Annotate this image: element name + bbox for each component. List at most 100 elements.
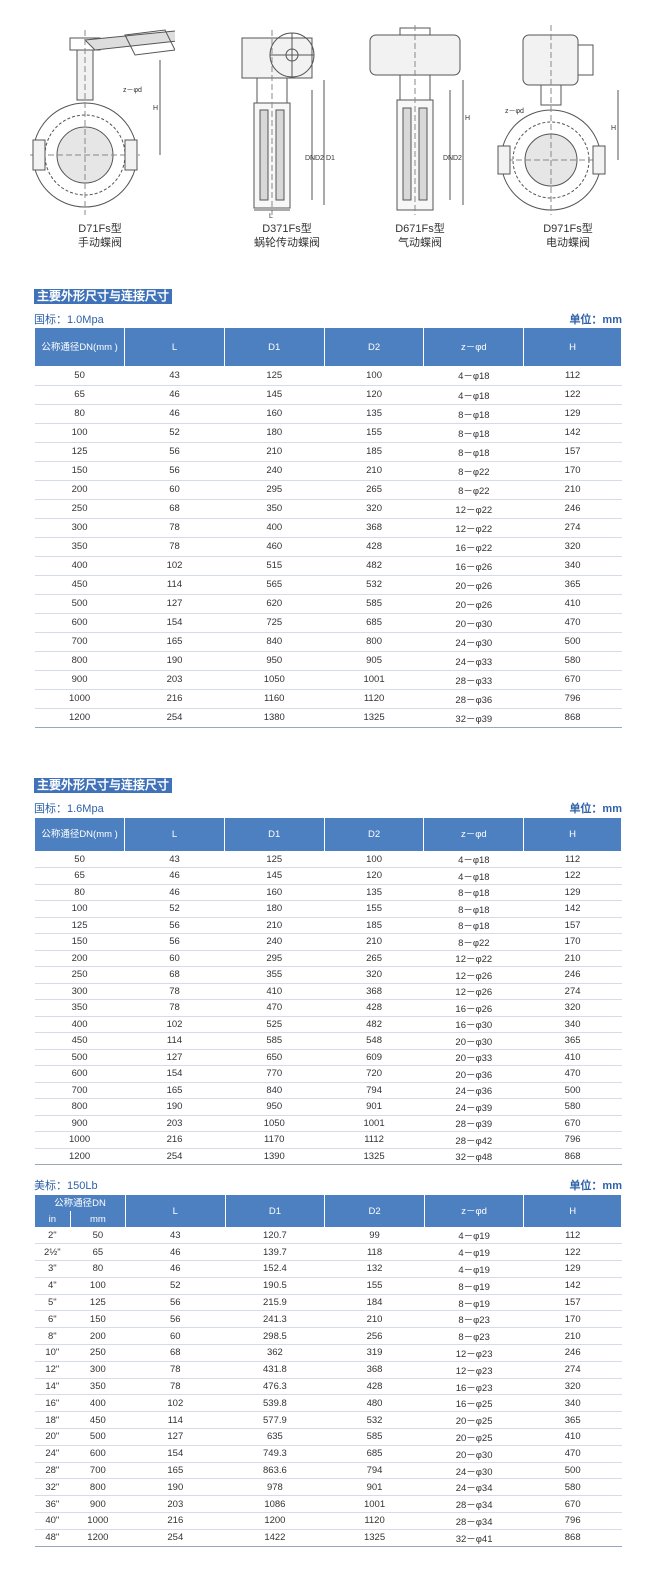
table-cell: 320 [523, 1378, 622, 1396]
table-row: 50 43 125 100 4－φ18 112 [34, 366, 622, 386]
table-cell: 65 [34, 867, 125, 885]
table-row: 700 165 840 800 24－φ30 500 [34, 632, 622, 652]
table-row: 50 43 125 100 4－φ18 112 [34, 851, 622, 868]
table-cell: 350 [34, 999, 125, 1017]
table-cell: 240 [224, 461, 325, 481]
table-cell: 365 [523, 575, 622, 595]
table-cell: 145 [224, 867, 325, 885]
table-cell: 295 [224, 950, 325, 967]
table-cell: 470 [224, 999, 325, 1017]
table-cell: 100 [324, 851, 424, 868]
table-cell: 120 [324, 385, 424, 405]
table-cell: 150 [34, 461, 125, 481]
table-cell: 670 [523, 1495, 622, 1514]
table-row: 150 56 240 210 8－φ22 170 [34, 461, 622, 481]
table-cell: 78 [124, 537, 225, 557]
table-cell: 320 [523, 999, 622, 1017]
table-cell: 52 [125, 1277, 226, 1295]
table-cell: 241.3 [225, 1310, 325, 1329]
table-cell: 320 [523, 537, 622, 557]
worm-gear-valve-drawing: DN D2 D1 L [241, 30, 335, 220]
table-cell: 210 [523, 480, 622, 500]
table-cell: 56 [124, 442, 225, 462]
table-row: 65 46 145 120 4－φ18 122 [34, 385, 622, 405]
table-cell: 725 [224, 613, 325, 633]
figure-pneumatic-valve: DN D2 H [345, 10, 495, 220]
col-header-h: H [523, 1195, 622, 1227]
table-cell: 50 [34, 366, 125, 386]
table-cell: 1050 [224, 670, 325, 690]
manual-valve-drawing: z－φd H [30, 27, 206, 215]
table-cell: 16" [34, 1394, 71, 1413]
col-header-d1: D1 [223, 818, 325, 851]
table-cell: 68 [125, 1344, 226, 1362]
table-cell: 1325 [324, 1148, 424, 1165]
table-row: 100 52 180 155 8－φ18 142 [34, 900, 622, 918]
table-cell: 400 [224, 518, 325, 538]
table-cell: 796 [523, 1512, 622, 1530]
section2-standard: 国标：1.6Mpa [34, 803, 104, 815]
table-cell: 56 [125, 1310, 226, 1329]
table-cell: 525 [224, 1016, 325, 1033]
valve-figures: z－φd H D71Fs型 手动蝶阀 DN D2 [0, 0, 660, 270]
table-cell: 1001 [324, 1495, 425, 1514]
table-1mpa-body: 50 43 125 100 4－φ18 112 65 46 145 120 4－φ18 122 80 46… [34, 366, 622, 728]
table-cell: 125 [224, 851, 325, 868]
table-cell: 46 [124, 884, 225, 901]
table-cell: 240 [224, 933, 325, 951]
table-cell: 500 [523, 1462, 622, 1480]
table-cell: 150 [70, 1310, 126, 1329]
figure-name: 手动蝶阀 [78, 237, 122, 249]
table-cell: 1170 [224, 1131, 325, 1149]
table-cell: 470 [523, 613, 622, 633]
table-row: 600 154 725 685 20－φ30 470 [34, 613, 622, 633]
table-cell: 210 [224, 917, 325, 934]
table-cell: 410 [523, 1428, 622, 1446]
table-cell: 410 [523, 1049, 622, 1066]
table-cell: 120.7 [225, 1227, 325, 1245]
table-cell: 46 [124, 385, 225, 405]
table-cell: 190 [124, 1098, 225, 1116]
table-cell: 8－φ23 [424, 1310, 524, 1329]
table-cell: 8－φ19 [424, 1277, 524, 1295]
table-cell: 20－φ30 [424, 1445, 524, 1463]
table-cell: 368 [324, 1361, 425, 1379]
table-cell: 8－φ22 [423, 461, 524, 481]
table-cell: 16－φ22 [423, 537, 524, 557]
table-cell: 216 [124, 1131, 225, 1149]
table-cell: 450 [34, 1032, 125, 1050]
table-cell: 28－φ39 [423, 1115, 524, 1132]
table-cell: 180 [224, 900, 325, 918]
table-cell: 20－φ26 [423, 594, 524, 614]
table-cell: 400 [34, 1016, 125, 1033]
table-row: 2" 50 43 120.7 99 4－φ19 112 [34, 1227, 622, 1245]
table-cell: 340 [523, 1016, 622, 1033]
table-cell: 16－φ25 [424, 1394, 524, 1413]
table-row: 80 46 160 135 8－φ18 129 [34, 404, 622, 424]
table-cell: 36" [34, 1495, 71, 1514]
table-row: 350 78 460 428 16－φ22 320 [34, 537, 622, 557]
table-cell: 580 [523, 1478, 622, 1497]
table-cell: 165 [124, 632, 225, 652]
table-cell: 700 [70, 1462, 126, 1480]
table-row: 450 114 585 548 20－φ30 365 [34, 1032, 622, 1050]
table-cell: 320 [324, 966, 424, 984]
table-cell: 800 [324, 632, 424, 652]
col-header-dn-group: 公称通径DN [33, 1195, 127, 1211]
table-cell: 180 [224, 423, 325, 443]
table-cell: 585 [224, 1032, 325, 1050]
table-cell: 585 [324, 1428, 425, 1446]
table-cell: 1422 [225, 1529, 325, 1547]
dim-label-l: L [269, 213, 273, 220]
table-cell: 1200 [34, 708, 125, 728]
table-cell: 46 [125, 1260, 226, 1278]
table-cell: 12－φ23 [424, 1361, 524, 1379]
table-cell: 362 [225, 1344, 325, 1362]
table-row: 400 102 515 482 16－φ26 340 [34, 556, 622, 576]
table-cell: 532 [324, 575, 424, 595]
table-cell: 150 [34, 933, 125, 951]
table-cell: 125 [34, 442, 125, 462]
table-row: 2½" 65 46 139.7 118 4－φ19 122 [34, 1243, 622, 1262]
table-cell: 200 [34, 480, 125, 500]
table-cell: 154 [124, 613, 225, 633]
